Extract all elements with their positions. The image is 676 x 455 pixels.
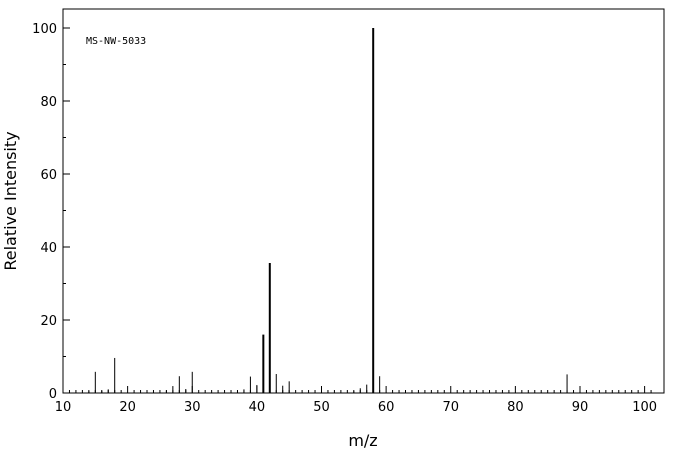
x-tick-label: 60	[378, 400, 395, 415]
y-tick-label: 40	[40, 241, 57, 256]
x-tick-label: 50	[313, 400, 330, 415]
x-tick-label: 30	[184, 400, 201, 415]
y-tick-label: 60	[40, 168, 57, 183]
x-tick-label: 90	[572, 400, 589, 415]
y-tick-label: 100	[32, 22, 57, 37]
x-tick-label: 80	[507, 400, 524, 415]
y-tick-label: 80	[40, 95, 57, 110]
peaks	[88, 28, 568, 393]
y-axis: 0 20 40 60 80 100	[32, 22, 70, 402]
x-axis: 10 20 30 40 50 60 70 80 90 100	[55, 386, 657, 415]
y-axis-title: Relative Intensity	[1, 131, 20, 270]
spectrum-id-annotation: MS-NW-5033	[86, 36, 146, 47]
plot-frame	[62, 8, 665, 394]
y-tick-label: 0	[49, 387, 57, 402]
x-tick-label: 20	[119, 400, 136, 415]
y-tick-label: 20	[40, 314, 57, 329]
x-axis-title: m/z	[348, 431, 377, 450]
x-tick-label: 100	[632, 400, 657, 415]
x-tick-label: 40	[249, 400, 266, 415]
x-tick-label: 70	[442, 400, 459, 415]
minor-ticks	[63, 64, 652, 393]
x-tick-label: 10	[55, 400, 72, 415]
